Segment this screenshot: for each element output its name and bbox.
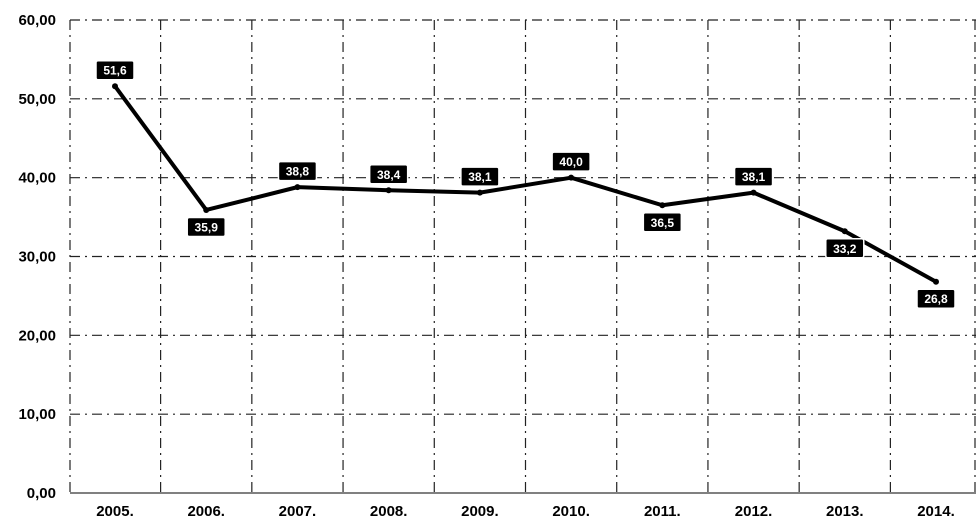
data-label-box (368, 164, 409, 185)
data-label: 38,1 (742, 170, 766, 184)
y-tick-label: 50,00 (18, 91, 56, 108)
data-label: 33,2 (833, 242, 857, 256)
data-label: 40,0 (559, 155, 583, 169)
data-point (841, 228, 848, 235)
data-point (933, 278, 939, 285)
data-point (294, 184, 301, 191)
x-tick-label: 2006. (187, 503, 225, 520)
y-tick-label: 20,00 (18, 327, 56, 344)
data-point (659, 202, 666, 209)
data-point (112, 83, 118, 90)
y-axis: 0,00 10,00 20,00 30,00 40,00 50,00 60,00 (18, 12, 56, 502)
data-label-box (642, 212, 683, 233)
x-tick-label: 2012. (735, 503, 773, 520)
data-label: 51,6 (103, 64, 127, 78)
x-tick-label: 2014. (917, 503, 955, 520)
x-tick-label: 2009. (461, 503, 499, 520)
series-line-group (112, 83, 939, 285)
x-tick-label: 2005. (96, 503, 134, 520)
data-label-box (825, 238, 865, 259)
data-labels: 51,6 35,9 38,8 38,4 38,1 40,0 36,5 38,1 33,2 26,8 (95, 59, 956, 309)
data-label-box (460, 166, 500, 187)
data-label-box (733, 166, 774, 187)
data-label-box (916, 288, 956, 309)
y-tick-label: 40,00 (18, 170, 56, 187)
data-label: 36,5 (651, 216, 675, 230)
y-tick-label: 30,00 (18, 249, 56, 266)
data-label-box (95, 59, 135, 81)
x-tick-label: 2011. (644, 503, 681, 520)
x-tick-label: 2013. (826, 503, 864, 520)
y-tick-label: 10,00 (18, 406, 56, 423)
x-tick-label: 2010. (552, 503, 590, 520)
data-point (203, 206, 210, 213)
data-label: 38,4 (377, 168, 401, 182)
data-label: 38,8 (286, 165, 310, 179)
data-label-box (551, 151, 591, 172)
data-point (385, 187, 392, 194)
data-point (568, 174, 575, 181)
y-tick-label: 60,00 (18, 12, 56, 29)
x-tick-label: 2008. (370, 503, 408, 520)
x-axis: 2005. 2006. 2007. 2008. 2009. 2010. 2011. 2012.… (96, 503, 955, 520)
data-label: 35,9 (195, 220, 219, 234)
y-tick-label: 0,00 (27, 485, 56, 502)
data-point (476, 189, 483, 196)
data-point (750, 189, 757, 196)
data-label: 26,8 (924, 292, 948, 306)
data-label-box (186, 216, 226, 238)
data-label-box (277, 160, 318, 182)
x-tick-label: 2007. (279, 503, 317, 520)
series-line (113, 84, 938, 284)
data-label: 38,1 (468, 170, 492, 184)
